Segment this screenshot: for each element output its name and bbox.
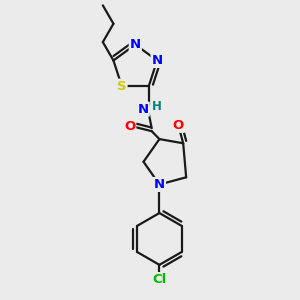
- Text: N: N: [138, 103, 149, 116]
- Text: N: N: [130, 38, 141, 51]
- Text: Cl: Cl: [152, 273, 167, 286]
- Text: O: O: [124, 120, 135, 133]
- Text: S: S: [117, 80, 127, 93]
- Text: N: N: [152, 54, 163, 67]
- Text: H: H: [152, 100, 162, 113]
- Text: O: O: [173, 119, 184, 132]
- Text: N: N: [154, 178, 165, 191]
